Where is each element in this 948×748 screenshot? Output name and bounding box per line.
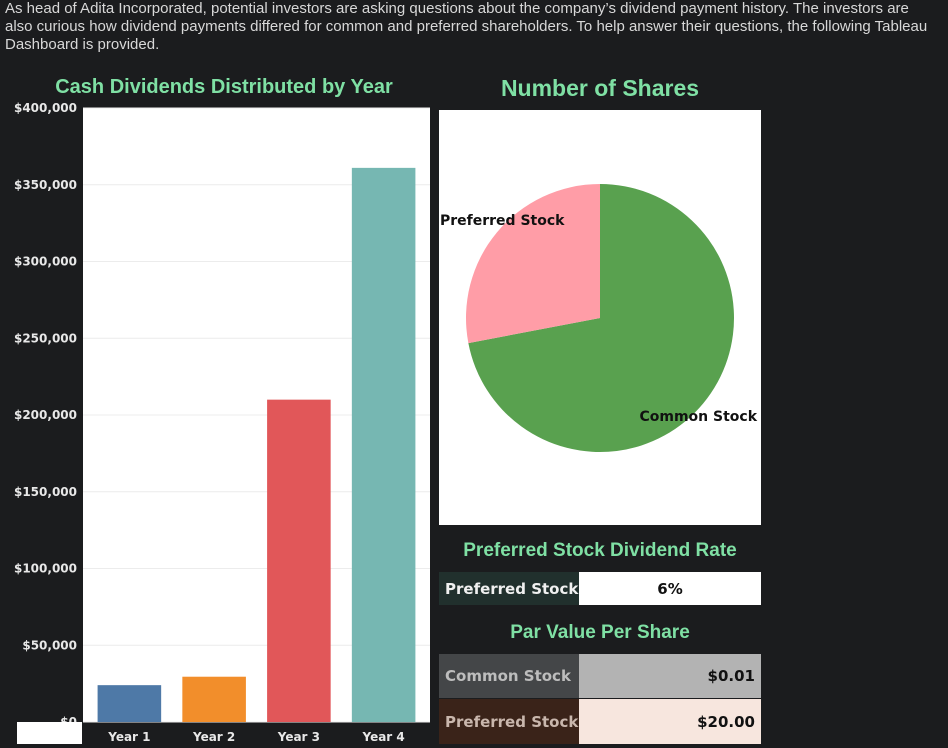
y-tick-label: $300,000 (14, 255, 77, 269)
bar-year-1[interactable] (97, 685, 162, 722)
y-tick-label: $200,000 (14, 408, 77, 422)
intro-text: As head of Adita Incorporated, potential… (5, 0, 928, 53)
pie-slice-common-stock[interactable] (468, 184, 734, 452)
par-preferred-label: Preferred Stock (439, 699, 579, 744)
x-tick-label: Year 1 (107, 730, 150, 744)
y-tick-label: $250,000 (14, 331, 77, 345)
x-tick-label: Year 2 (192, 730, 235, 744)
axis-corner-box (17, 722, 82, 744)
y-tick-label: $100,000 (14, 562, 77, 576)
dividends-bar-chart: $0$50,000$100,000$150,000$200,000$250,00… (14, 101, 430, 744)
par-common-value: $0.01 (579, 654, 761, 698)
par-common-label: Common Stock (439, 654, 579, 698)
bar-year-4[interactable] (351, 167, 416, 722)
y-tick-label: $400,000 (14, 101, 77, 115)
pie-chart-title: Number of Shares (500, 75, 700, 101)
pie-chart-panel: Common Stock Preferred Stock (439, 110, 761, 525)
x-tick-label: Year 4 (361, 730, 404, 744)
x-tick-label: Year 3 (277, 730, 320, 744)
par-preferred-value: $20.00 (579, 699, 761, 744)
pie-label-common-stock: Common Stock (639, 409, 757, 425)
pie-slice-preferred-stock[interactable] (466, 184, 600, 344)
y-tick-label: $50,000 (22, 638, 77, 652)
pie-label-preferred-stock: Preferred Stock (440, 213, 565, 229)
dividend-rate-title: Preferred Stock Dividend Rate (463, 540, 737, 561)
y-tick-label: $150,000 (14, 485, 77, 499)
dividend-rate-value: 6% (579, 572, 761, 605)
bar-chart-title: Cash Dividends Distributed by Year (55, 76, 393, 98)
bar-year-3[interactable] (267, 399, 331, 722)
par-value-title: Par Value Per Share (510, 622, 690, 643)
shares-pie-chart: Common Stock Preferred Stock (440, 184, 758, 452)
dividend-rate-label: Preferred Stock (439, 572, 579, 605)
bar-year-2[interactable] (182, 676, 246, 722)
y-tick-label: $350,000 (14, 178, 77, 192)
